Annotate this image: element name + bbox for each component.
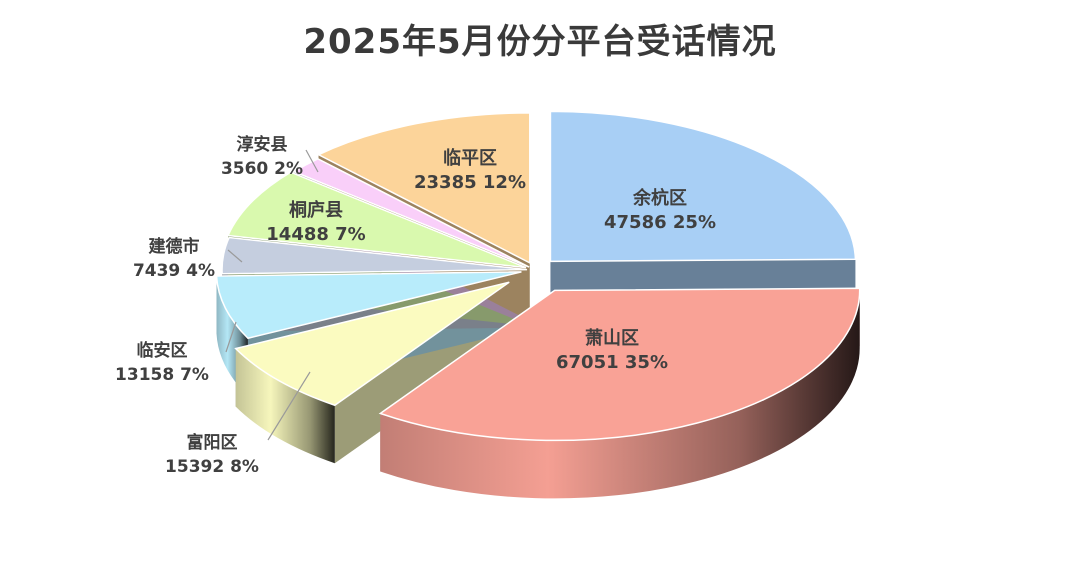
- slice-side-xiaoshan: [380, 290, 860, 499]
- slice-value-label-jiande: 7439 4%: [133, 261, 215, 281]
- slice-name-label-linping: 临平区: [443, 147, 497, 169]
- slice-name-label-jiande: 建德市: [149, 236, 200, 257]
- slice-value-label-yuhang: 47586 25%: [604, 212, 716, 233]
- slice-label-layer: 余杭区 47586 25% 萧山区 67051 35% 富阳区 15392 8% 临安区 13…: [115, 134, 716, 477]
- slice-jiande[interactable]: [221, 236, 528, 275]
- slice-linan[interactable]: [215, 271, 522, 340]
- slice-side-fuyang: [235, 348, 335, 464]
- leader-line-chunan: [305, 149, 319, 173]
- slice-name-label-linan: 临安区: [137, 340, 188, 361]
- slice-tonglu[interactable]: [226, 171, 527, 269]
- slice-xiaoshan[interactable]: [378, 287, 861, 442]
- slice-name-label-xiaoshan: 萧山区: [585, 328, 639, 349]
- slice-chunan[interactable]: [292, 157, 530, 268]
- slice-name-label-chunan: 淳安县: [237, 134, 288, 155]
- slice-fuyang[interactable]: [234, 281, 510, 407]
- slice-value-label-tonglu: 14488 7%: [266, 224, 365, 245]
- slice-name-label-tonglu: 桐庐县: [289, 199, 343, 221]
- leader-line-layer: [225, 149, 319, 441]
- slice-value-label-linan: 13158 7%: [115, 365, 209, 385]
- slice-value-label-chunan: 3560 2%: [221, 159, 303, 179]
- slice-name-label-fuyang: 富阳区: [187, 432, 238, 453]
- slice-name-label-yuhang: 余杭区: [632, 187, 687, 209]
- leader-line-fuyang: [267, 371, 311, 441]
- slice-value-label-xiaoshan: 67051 35%: [556, 352, 668, 373]
- chart-title: 2025年5月份分平台受话情况: [303, 22, 777, 62]
- slice-yuhang[interactable]: [549, 110, 857, 263]
- pie-top-layer: [215, 110, 861, 442]
- slice-linping[interactable]: [316, 112, 531, 265]
- leader-line-jiande: [227, 249, 243, 263]
- leader-line-linan: [225, 321, 237, 353]
- slice-value-label-fuyang: 15392 8%: [165, 457, 259, 477]
- slice-value-label-linping: 23385 12%: [414, 172, 526, 193]
